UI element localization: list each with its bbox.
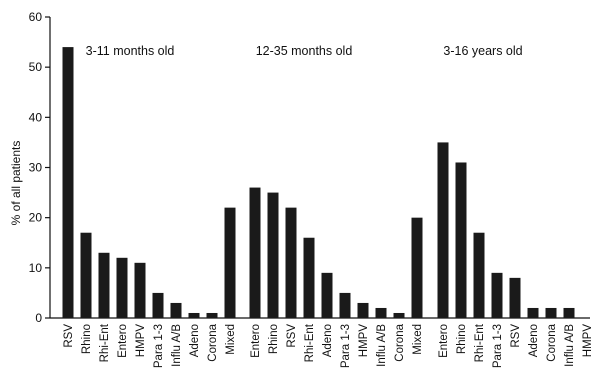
category-label: HMPV xyxy=(582,324,594,358)
group-title: 3-16 years old xyxy=(443,44,522,58)
category-label: Influ A/B xyxy=(564,324,576,367)
category-label: Para 1-3 xyxy=(492,324,504,368)
category-label: Corona xyxy=(546,323,558,361)
bar xyxy=(170,302,182,318)
category-label: Entero xyxy=(117,324,129,358)
category-label: Rhi-Ent xyxy=(304,323,316,362)
category-labels: RSV Rhino Rhi-Ent Entero HMPV Para 1-3 Influ A… xyxy=(63,323,594,368)
category-label: Entero xyxy=(438,324,450,358)
y-tick-label: 20 xyxy=(29,211,43,225)
bar xyxy=(411,217,423,318)
category-label: Rhi-Ent xyxy=(474,323,486,362)
bar xyxy=(62,47,74,318)
category-label: Adeno xyxy=(322,324,334,357)
bar xyxy=(491,272,503,318)
bar xyxy=(437,142,449,318)
category-label: Mixed xyxy=(225,324,237,355)
bar xyxy=(375,307,387,318)
group-titles: 3-11 months old 12-35 months old 3-16 year… xyxy=(86,44,523,58)
bar xyxy=(285,207,297,318)
bar xyxy=(206,312,218,318)
bar xyxy=(455,162,467,318)
bar xyxy=(224,207,236,318)
bar xyxy=(473,232,485,318)
category-label: Rhino xyxy=(268,324,280,354)
category-label: Rhino xyxy=(456,324,468,354)
category-label: Rhi-Ent xyxy=(99,323,111,362)
bar xyxy=(393,312,405,318)
category-label: HMPV xyxy=(135,324,147,358)
bar xyxy=(509,277,521,318)
group-title: 3-11 months old xyxy=(86,44,175,58)
bar xyxy=(152,292,164,318)
category-label: Para 1-3 xyxy=(340,324,352,368)
axes xyxy=(49,17,590,319)
category-label: Adeno xyxy=(189,324,201,357)
bar xyxy=(527,307,539,318)
bar xyxy=(134,262,146,318)
y-tick-label: 10 xyxy=(29,261,43,275)
bar xyxy=(98,252,110,318)
y-tick-label: 30 xyxy=(29,161,43,175)
bar xyxy=(545,307,557,318)
bar xyxy=(357,302,369,318)
category-label: Influ A/B xyxy=(376,324,388,367)
bar xyxy=(80,232,92,318)
category-label: Entero xyxy=(250,324,262,358)
y-tick-label: 0 xyxy=(35,311,42,325)
bar xyxy=(321,272,333,318)
group-title: 12-35 months old xyxy=(256,44,353,58)
y-tick-label: 50 xyxy=(29,60,43,74)
category-label: RSV xyxy=(510,324,522,348)
category-label: Mixed xyxy=(412,324,424,355)
category-label: Corona xyxy=(207,323,219,361)
y-ticks: 0 10 20 30 40 50 60 xyxy=(29,10,50,325)
category-label: Influ A/B xyxy=(171,324,183,367)
bar xyxy=(563,307,575,318)
bars xyxy=(62,47,575,318)
y-axis-title: % of all patients xyxy=(9,141,23,226)
category-label: Corona xyxy=(394,323,406,361)
category-label: Adeno xyxy=(528,324,540,357)
category-label: Rhino xyxy=(81,324,93,354)
y-tick-label: 40 xyxy=(29,110,43,124)
category-label: RSV xyxy=(286,324,298,348)
bar xyxy=(267,192,279,318)
bar xyxy=(249,187,261,318)
category-label: Para 1-3 xyxy=(153,324,165,368)
bar xyxy=(339,292,351,318)
bar xyxy=(116,257,128,318)
category-label: RSV xyxy=(63,324,75,348)
y-tick-label: 60 xyxy=(29,10,43,24)
bar xyxy=(303,237,315,318)
category-label: HMPV xyxy=(358,324,370,358)
bar xyxy=(188,312,200,318)
